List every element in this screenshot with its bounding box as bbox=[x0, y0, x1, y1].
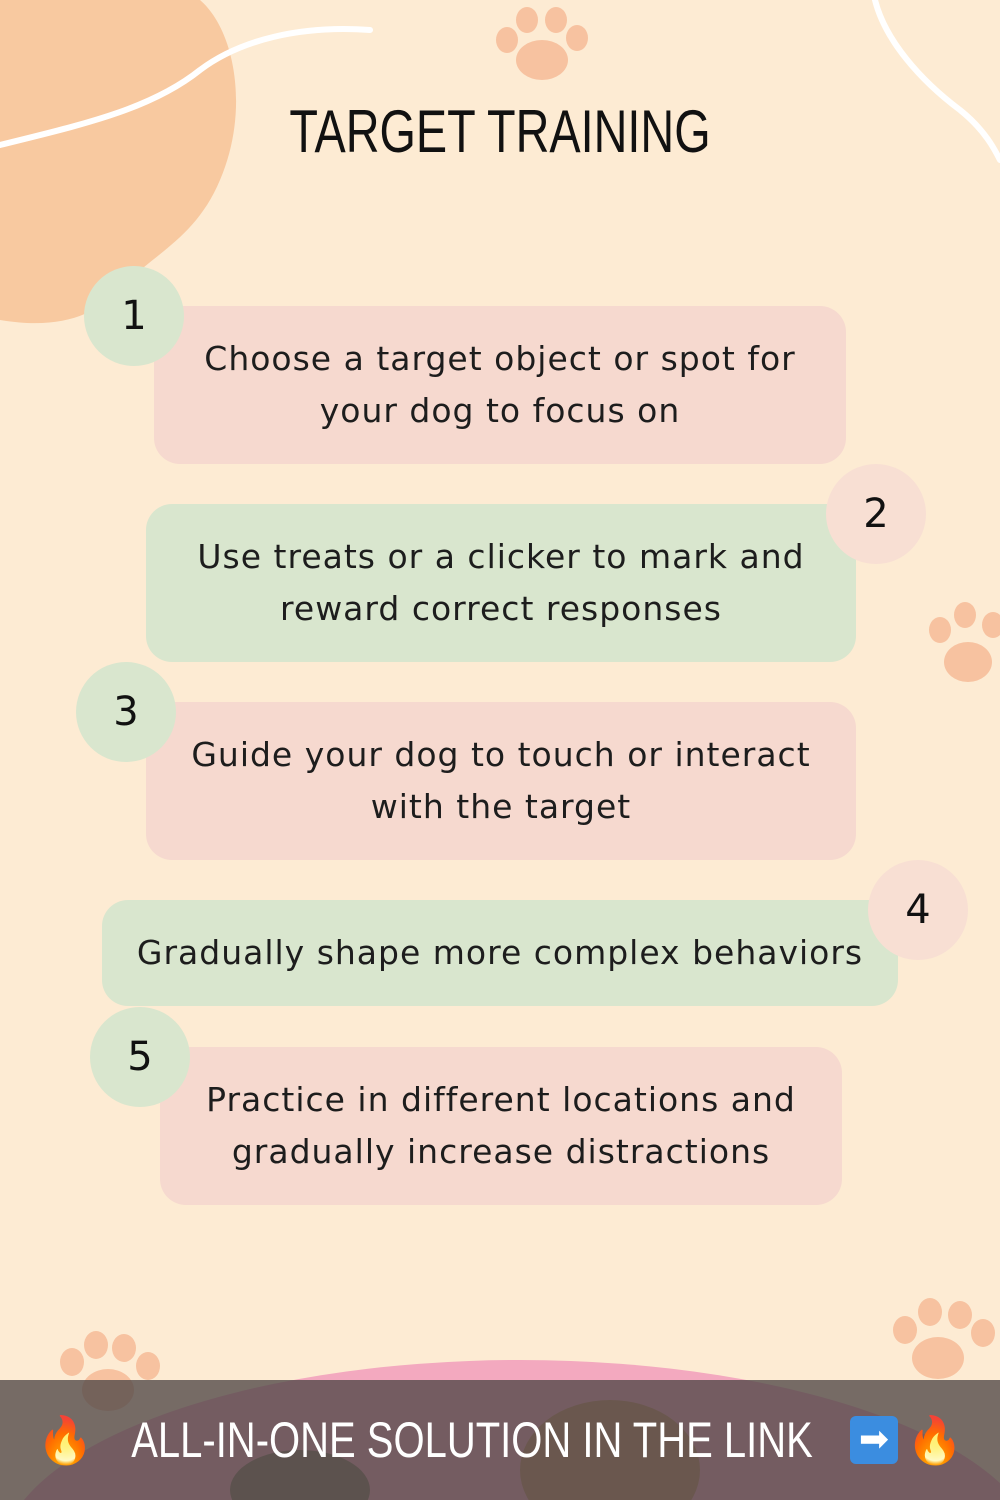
link-banner[interactable]: 🔥 ALL-IN-ONE SOLUTION IN THE LINK ➡ 🔥 bbox=[0, 1380, 1000, 1500]
swirl-line bbox=[872, 0, 1000, 163]
step-number-4: 4 bbox=[868, 860, 968, 960]
step-number-5: 5 bbox=[90, 1007, 190, 1107]
corner-blob bbox=[0, 0, 237, 324]
paw-icon bbox=[893, 1298, 995, 1379]
step-text-1: Choose a target object or spot for your … bbox=[204, 339, 796, 430]
step-text-5: Practice in different locations and grad… bbox=[206, 1080, 796, 1171]
page-title: TARGET TRAINING bbox=[289, 98, 711, 165]
step-number-2: 2 bbox=[826, 464, 926, 564]
step-card-1: Choose a target object or spot for your … bbox=[154, 306, 846, 464]
step-number-3: 3 bbox=[76, 662, 176, 762]
fire-icon: 🔥 bbox=[906, 1413, 964, 1467]
step-card-4: Gradually shape more complex behaviors bbox=[102, 900, 898, 1006]
banner-text[interactable]: ALL-IN-ONE SOLUTION IN THE LINK bbox=[131, 1412, 813, 1468]
step-text-2: Use treats or a clicker to mark and rewa… bbox=[197, 537, 805, 628]
step-number-1: 1 bbox=[84, 266, 184, 366]
paw-icon bbox=[929, 602, 1000, 682]
step-card-3: Guide your dog to touch or interact with… bbox=[146, 702, 856, 860]
fire-icon: 🔥 bbox=[36, 1413, 94, 1467]
step-text-3: Guide your dog to touch or interact with… bbox=[191, 735, 811, 826]
swirl-line bbox=[0, 26, 373, 148]
step-card-5: Practice in different locations and grad… bbox=[160, 1047, 842, 1205]
paw-icon bbox=[496, 7, 588, 80]
step-text-4: Gradually shape more complex behaviors bbox=[136, 933, 864, 972]
right-arrow-icon: ➡ bbox=[850, 1416, 899, 1464]
step-card-2: Use treats or a clicker to mark and rewa… bbox=[146, 504, 856, 662]
